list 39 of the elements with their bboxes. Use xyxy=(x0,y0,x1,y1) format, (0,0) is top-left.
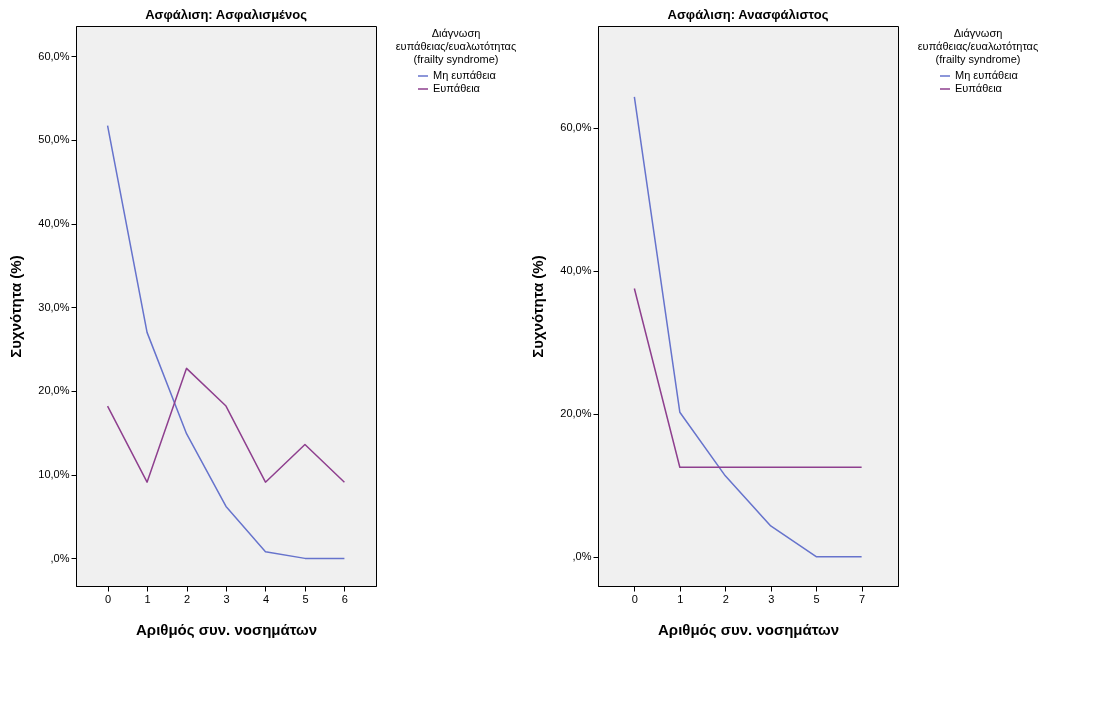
x-tick-label: 5 xyxy=(302,592,309,605)
y-tick-label: 40,0% xyxy=(560,264,592,277)
y-tick-label: 40,0% xyxy=(38,217,70,230)
y-tick-label: 30,0% xyxy=(38,300,70,313)
line-series xyxy=(633,96,863,558)
chart-title: Ασφάλιση: Ανασφάλιστος xyxy=(667,7,829,22)
x-tick-label: 3 xyxy=(768,592,775,605)
x-tick-label: 2 xyxy=(183,592,191,605)
x-tick-label: 0 xyxy=(631,592,638,605)
y-tick-label: 20,0% xyxy=(38,384,70,397)
chart-title: Ασφάλιση: Ασφαλισμένος xyxy=(145,7,308,22)
y-tick-label: 60,0% xyxy=(560,121,592,134)
x-tick-label: 5 xyxy=(813,592,820,605)
x-tick-label: 1 xyxy=(144,592,151,605)
y-tick-label: ,0% xyxy=(572,550,592,563)
x-tick-label: 0 xyxy=(105,592,112,605)
legend-title: Διάγνωση ευπάθειας/ευαλωτότητας (frailty syndrome) xyxy=(917,27,1039,65)
x-tick-label: 6 xyxy=(341,592,348,605)
legend-label: Ευπάθεια xyxy=(433,82,481,94)
legend-title: Διάγνωση ευπάθειας/ευαλωτότητας (frailty syndrome) xyxy=(395,27,517,65)
x-tick-label: 1 xyxy=(677,592,684,605)
x-tick-label: 2 xyxy=(722,592,729,605)
x-tick-label: 3 xyxy=(223,592,230,605)
legend-label: Ευπάθεια xyxy=(955,82,1003,94)
y-axis-title: Συχνότητα (%) xyxy=(7,255,25,358)
y-axis-title: Συχνότητα (%) xyxy=(529,255,547,358)
line-series xyxy=(106,124,346,560)
y-tick-label: ,0% xyxy=(50,551,70,564)
y-tick-label: 60,0% xyxy=(38,49,70,62)
legend-label: Μη ευπάθεια xyxy=(433,69,497,81)
x-axis-title: Αριθμός συν. νοσημάτων xyxy=(658,620,839,638)
x-axis-title: Αριθμός συν. νοσημάτων xyxy=(136,620,317,638)
x-tick-label: 4 xyxy=(262,592,270,605)
x-tick-label: 7 xyxy=(859,592,866,605)
y-tick-label: 10,0% xyxy=(38,468,70,481)
line-series xyxy=(106,367,346,483)
y-tick-label: 20,0% xyxy=(560,407,592,420)
y-tick-label: 50,0% xyxy=(38,133,70,146)
legend-label: Μη ευπάθεια xyxy=(955,69,1019,81)
